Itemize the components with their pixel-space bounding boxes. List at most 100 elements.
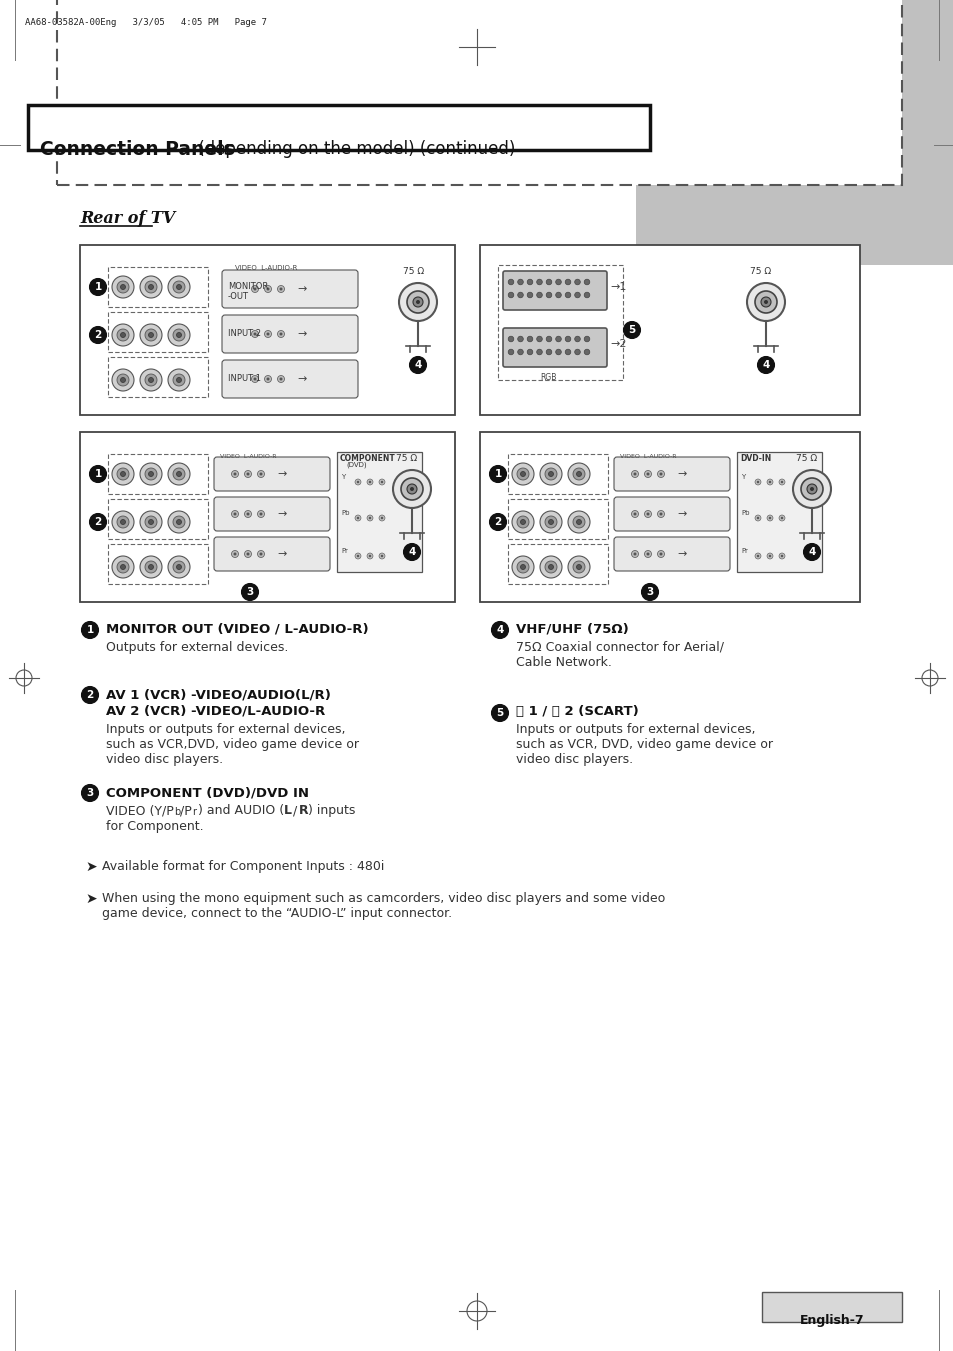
Circle shape xyxy=(112,463,133,485)
Circle shape xyxy=(149,520,153,524)
Circle shape xyxy=(176,377,181,382)
Circle shape xyxy=(403,543,420,561)
Circle shape xyxy=(539,463,561,485)
Text: →: → xyxy=(296,374,306,384)
Circle shape xyxy=(573,516,584,528)
Circle shape xyxy=(172,516,185,528)
Circle shape xyxy=(246,553,250,555)
Circle shape xyxy=(659,473,661,476)
Bar xyxy=(108,454,208,494)
Circle shape xyxy=(573,467,584,480)
Circle shape xyxy=(367,553,373,559)
Circle shape xyxy=(355,553,360,559)
Circle shape xyxy=(809,486,813,490)
Circle shape xyxy=(120,565,126,570)
Circle shape xyxy=(746,282,784,322)
Circle shape xyxy=(766,553,772,559)
Circle shape xyxy=(367,480,373,485)
Bar xyxy=(636,0,953,265)
Circle shape xyxy=(754,553,760,559)
Circle shape xyxy=(544,561,557,573)
Text: b: b xyxy=(173,807,180,817)
Circle shape xyxy=(176,471,181,477)
Circle shape xyxy=(792,470,830,508)
Bar xyxy=(108,357,208,397)
Text: INPUT 2: INPUT 2 xyxy=(228,330,261,338)
Circle shape xyxy=(410,486,414,490)
Circle shape xyxy=(145,561,157,573)
Circle shape xyxy=(574,292,579,297)
Text: such as VCR,DVD, video game device or: such as VCR,DVD, video game device or xyxy=(106,738,358,751)
Circle shape xyxy=(546,292,551,297)
Circle shape xyxy=(279,332,282,335)
Bar xyxy=(108,499,208,539)
Text: ➤: ➤ xyxy=(85,861,96,874)
Circle shape xyxy=(512,511,534,534)
Circle shape xyxy=(264,285,272,293)
Circle shape xyxy=(517,516,529,528)
FancyBboxPatch shape xyxy=(222,315,357,353)
Circle shape xyxy=(277,331,284,338)
Circle shape xyxy=(754,480,760,485)
Bar xyxy=(108,544,208,584)
Circle shape xyxy=(120,520,126,524)
Text: 2: 2 xyxy=(494,517,501,527)
Circle shape xyxy=(112,324,133,346)
Circle shape xyxy=(145,374,157,386)
Circle shape xyxy=(659,553,661,555)
Circle shape xyxy=(644,511,651,517)
Circle shape xyxy=(537,292,541,297)
Circle shape xyxy=(517,280,523,285)
FancyBboxPatch shape xyxy=(222,270,357,308)
Text: Inputs or outputs for external devices,: Inputs or outputs for external devices, xyxy=(106,723,345,736)
Circle shape xyxy=(768,517,770,519)
FancyBboxPatch shape xyxy=(213,457,330,490)
Circle shape xyxy=(117,516,129,528)
Circle shape xyxy=(367,515,373,521)
Circle shape xyxy=(564,336,570,342)
Text: for Component.: for Component. xyxy=(106,820,203,834)
Text: ➤: ➤ xyxy=(85,892,96,907)
FancyBboxPatch shape xyxy=(222,359,357,399)
Bar xyxy=(80,432,455,603)
Circle shape xyxy=(244,470,252,477)
Text: →2: →2 xyxy=(609,339,626,349)
Circle shape xyxy=(546,349,551,355)
Circle shape xyxy=(537,280,541,285)
Text: (DVD): (DVD) xyxy=(346,462,366,469)
Circle shape xyxy=(168,557,190,578)
Circle shape xyxy=(140,463,162,485)
Circle shape xyxy=(576,471,581,477)
Circle shape xyxy=(574,349,579,355)
Circle shape xyxy=(583,280,589,285)
Circle shape xyxy=(573,561,584,573)
Bar xyxy=(507,454,607,494)
Circle shape xyxy=(90,327,107,343)
Text: INPUT 1: INPUT 1 xyxy=(228,374,261,382)
Text: →1: →1 xyxy=(609,282,626,292)
Circle shape xyxy=(145,516,157,528)
Circle shape xyxy=(176,332,181,338)
Circle shape xyxy=(583,292,589,297)
Circle shape xyxy=(537,336,541,342)
Circle shape xyxy=(520,471,525,477)
Circle shape xyxy=(149,565,153,570)
Circle shape xyxy=(172,467,185,480)
Circle shape xyxy=(400,478,422,500)
Circle shape xyxy=(512,557,534,578)
Text: /P: /P xyxy=(180,804,192,817)
Circle shape xyxy=(246,473,250,476)
Circle shape xyxy=(491,621,508,639)
Circle shape xyxy=(241,584,258,600)
Circle shape xyxy=(548,471,553,477)
Circle shape xyxy=(356,517,359,519)
Circle shape xyxy=(657,470,664,477)
Text: →: → xyxy=(677,509,685,519)
Text: video disc players.: video disc players. xyxy=(516,753,633,766)
Circle shape xyxy=(252,285,258,293)
Circle shape xyxy=(555,349,560,355)
Circle shape xyxy=(659,512,661,516)
Circle shape xyxy=(801,478,822,500)
Circle shape xyxy=(253,288,256,290)
Text: 3: 3 xyxy=(646,586,653,597)
